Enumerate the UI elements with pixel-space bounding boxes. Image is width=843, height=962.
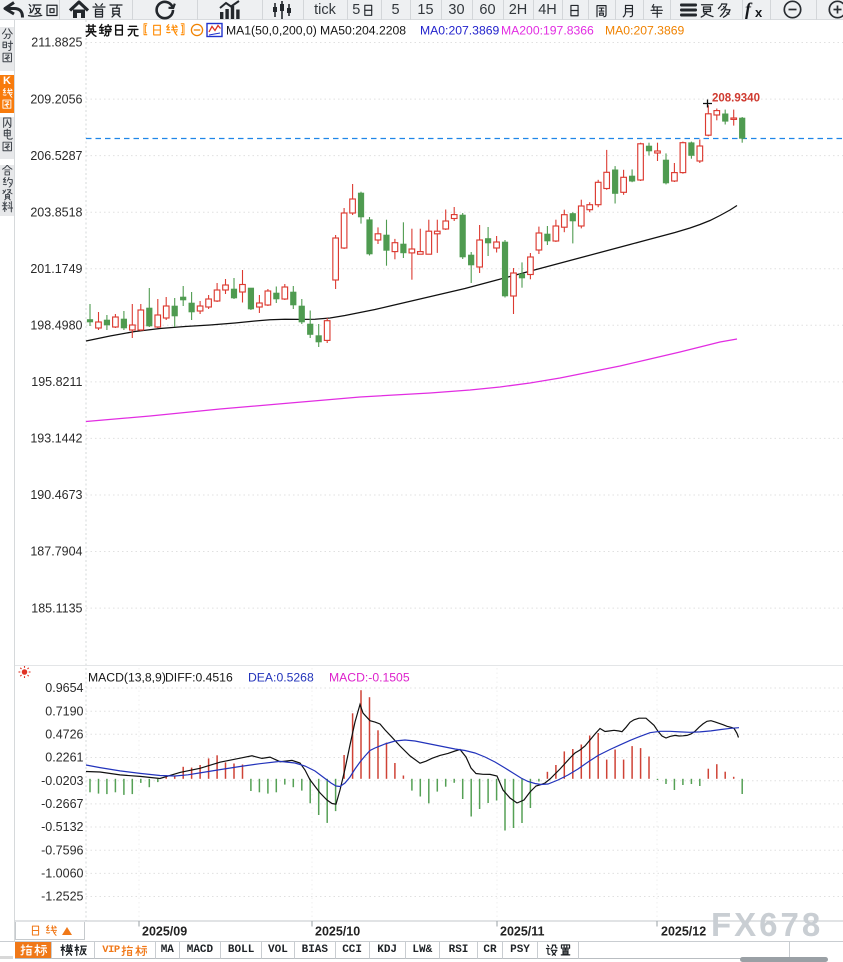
svg-text:2025/10: 2025/10 (315, 925, 360, 939)
svg-text:195.8211: 195.8211 (31, 375, 82, 389)
svg-text:x: x (755, 5, 763, 20)
svg-text:MA50:204.2208: MA50:204.2208 (320, 24, 406, 38)
svg-text:201.1749: 201.1749 (30, 262, 82, 276)
svg-text:MACD:-0.1505: MACD:-0.1505 (329, 671, 410, 685)
svg-text:208.9340: 208.9340 (712, 93, 760, 105)
svg-text:-1.2525: -1.2525 (41, 890, 83, 904)
svg-text:FX678: FX678 (711, 906, 823, 943)
svg-text:0.2261: 0.2261 (45, 751, 83, 765)
svg-text:MA200:197.8366: MA200:197.8366 (501, 24, 594, 38)
svg-text:209.2056: 209.2056 (30, 92, 82, 106)
svg-text:MACD(13,8,9): MACD(13,8,9) (88, 671, 166, 685)
svg-text:185.1135: 185.1135 (31, 601, 82, 615)
svg-text:DEA:0.5268: DEA:0.5268 (248, 671, 314, 685)
svg-text:2025/12: 2025/12 (661, 925, 706, 939)
svg-text:-0.0203: -0.0203 (41, 774, 83, 788)
svg-text:0.7190: 0.7190 (45, 704, 83, 718)
svg-text:-1.0060: -1.0060 (41, 867, 83, 881)
svg-text:193.1442: 193.1442 (30, 432, 82, 446)
svg-text:203.8518: 203.8518 (30, 205, 82, 219)
svg-text:-0.5132: -0.5132 (41, 820, 83, 834)
svg-text:2025/11: 2025/11 (500, 925, 545, 939)
svg-text:f: f (745, 0, 753, 19)
svg-text:MA0:207.3869: MA0:207.3869 (420, 24, 500, 38)
svg-text:190.4673: 190.4673 (30, 488, 82, 502)
svg-text:MA0:207.3869: MA0:207.3869 (605, 24, 685, 38)
svg-text:0.9654: 0.9654 (45, 681, 83, 695)
svg-text:2025/09: 2025/09 (142, 925, 187, 939)
svg-text:206.5287: 206.5287 (30, 149, 82, 163)
svg-text:187.7904: 187.7904 (30, 545, 82, 559)
svg-text:-0.2667: -0.2667 (41, 797, 83, 811)
svg-text:MA1(50,0,200,0): MA1(50,0,200,0) (226, 24, 317, 38)
svg-text:0.4726: 0.4726 (45, 728, 83, 742)
svg-text:-0.7596: -0.7596 (41, 843, 83, 857)
svg-text:198.4980: 198.4980 (30, 319, 82, 333)
svg-text:211.8825: 211.8825 (31, 36, 82, 50)
svg-text:DIFF:0.4516: DIFF:0.4516 (165, 671, 233, 685)
